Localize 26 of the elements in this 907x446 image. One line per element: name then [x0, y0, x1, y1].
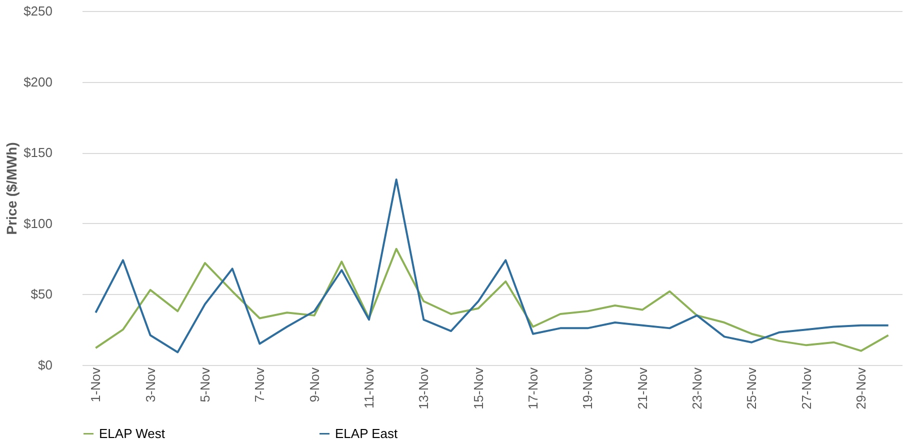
x-tick-label: 23-Nov [690, 367, 704, 410]
y-tick-label: $0 [38, 358, 52, 372]
x-tick-label: 1-Nov [88, 367, 104, 402]
legend-label: ELAP West [99, 426, 166, 441]
x-tick-label: 15-Nov [470, 367, 486, 410]
y-tick-label: $100 [24, 216, 52, 231]
x-tick-label: 5-Nov [198, 367, 212, 402]
legend-label: ELAP East [335, 426, 398, 441]
y-tick-label: $250 [24, 4, 52, 18]
y-tick-label: $150 [24, 145, 52, 160]
x-tick-label: 19-Nov [580, 367, 596, 410]
x-tick-label: 9-Nov [306, 367, 322, 402]
x-tick-label: 13-Nov [416, 367, 432, 410]
x-tick-label: 11-Nov [362, 367, 376, 408]
x-tick-label: 27-Nov [798, 367, 814, 410]
y-tick-label: $50 [30, 286, 52, 302]
y-axis-title: Price ($/MWh) [4, 142, 20, 235]
x-tick-label: 17-Nov [526, 367, 540, 410]
x-tick-label: 7-Nov [252, 367, 268, 402]
line-series [94, 178, 890, 354]
x-tick-label: 3-Nov [142, 367, 158, 402]
y-tick-label: $200 [24, 74, 52, 90]
x-tick-label: 29-Nov [854, 367, 868, 410]
x-tick-label: 25-Nov [744, 367, 760, 410]
line-series [94, 248, 890, 352]
x-tick-label: 21-Nov [634, 367, 650, 410]
